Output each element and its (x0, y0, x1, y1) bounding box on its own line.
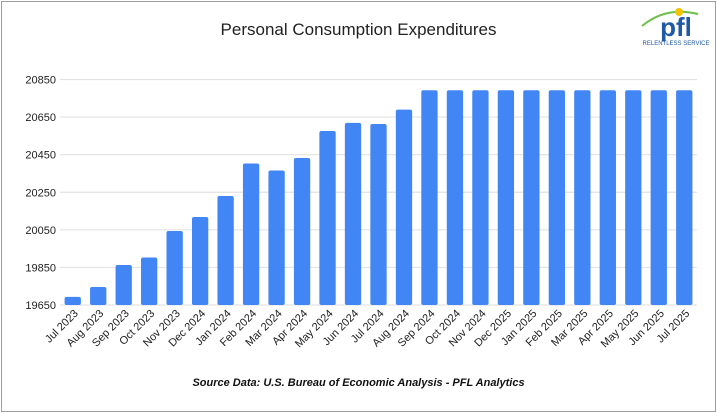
bar (472, 90, 489, 306)
bar (421, 90, 438, 306)
bar (141, 257, 158, 305)
bar (319, 130, 336, 305)
bar (395, 109, 413, 305)
bar (268, 170, 285, 305)
bar (242, 163, 260, 305)
bar (574, 90, 591, 306)
y-tick-label: 20650 (25, 112, 56, 124)
pfl-logo: pfl RELENTLESS SERVICE (641, 8, 710, 47)
y-tick-label: 19650 (25, 300, 56, 312)
bar (344, 122, 362, 305)
bar (217, 196, 234, 305)
y-tick-label: 19850 (25, 262, 56, 274)
logo-arc (641, 10, 699, 27)
y-tick-label: 20050 (25, 225, 56, 237)
bar (599, 90, 616, 306)
bar (676, 90, 693, 306)
y-tick-label: 20450 (25, 150, 56, 162)
bar (523, 90, 540, 306)
logo-sun-icon (675, 8, 683, 16)
bar (370, 124, 387, 305)
bar (191, 217, 209, 305)
bar (650, 90, 667, 306)
logo-text: pfl (660, 12, 692, 42)
bar (446, 90, 464, 306)
bar (293, 158, 311, 305)
bars (64, 90, 693, 306)
y-tick-label: 20850 (25, 75, 56, 87)
y-axis-ticks: 19650 19850 20050 20250 20450 20650 20850 (25, 75, 56, 313)
bar (497, 90, 515, 306)
chart-title: Personal Consumption Expenditures (220, 20, 497, 39)
logo-tagline: RELENTLESS SERVICE (643, 41, 710, 47)
bar (90, 286, 107, 305)
bar (115, 264, 132, 305)
y-tick-label: 20250 (25, 187, 56, 199)
bar (64, 296, 81, 305)
bar (166, 230, 183, 305)
source-note: Source Data: U.S. Bureau of Economic Ana… (192, 377, 525, 389)
bar (625, 90, 642, 306)
bar (548, 90, 566, 306)
